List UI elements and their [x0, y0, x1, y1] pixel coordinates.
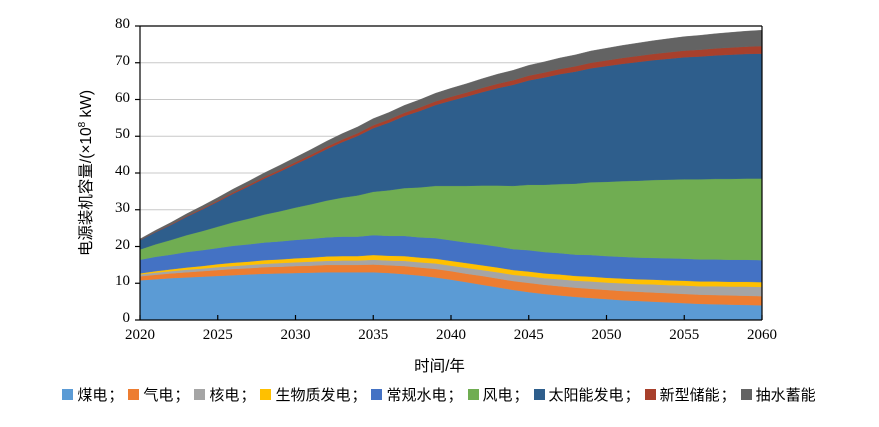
legend-item[interactable]: 生物质发电；: [260, 384, 371, 405]
y-axis-title-exponent: 8: [76, 121, 88, 128]
legend-swatch-icon: [644, 389, 656, 400]
legend-item[interactable]: 核电；: [194, 384, 260, 405]
legend-swatch-icon: [371, 389, 383, 400]
legend-label: 煤电: [77, 387, 108, 404]
legend-item[interactable]: 抽水蓄能: [740, 384, 817, 405]
x-axis-title: 时间/年: [414, 358, 465, 375]
legend-label: 常规水电: [386, 387, 447, 404]
y-tick-label: 60: [115, 89, 130, 106]
legend-swatch-icon: [260, 389, 272, 400]
y-tick-label: 80: [115, 16, 130, 32]
y-tick-label: 10: [115, 273, 130, 290]
legend-item[interactable]: 常规水电；: [371, 384, 467, 405]
y-tick-label: 30: [115, 199, 130, 216]
x-tick-label: 2050: [591, 327, 622, 343]
legend-separator: ；: [624, 387, 640, 404]
x-tick-label: 2060: [747, 327, 777, 343]
x-tick-label: 2035: [358, 327, 389, 343]
legend-label: 核电: [209, 387, 240, 404]
legend-separator: ；: [720, 387, 736, 404]
legend-label: 抽水蓄能: [755, 387, 816, 404]
legend-label: 气电: [143, 387, 174, 404]
legend-item[interactable]: 气电；: [128, 384, 194, 405]
legend-separator: ；: [513, 387, 529, 404]
legend-separator: ；: [174, 387, 190, 404]
y-tick-label: 70: [115, 52, 130, 69]
y-tick-label: 0: [122, 310, 131, 326]
y-tick-label: 50: [115, 126, 130, 143]
legend-swatch-icon: [533, 389, 545, 400]
legend-separator: ；: [240, 387, 256, 404]
x-tick-label: 2025: [202, 327, 233, 343]
legend-label: 风电: [482, 387, 513, 404]
x-tick-label: 2030: [280, 327, 311, 343]
legend-swatch-icon: [467, 389, 479, 400]
legend-label: 新型储能: [659, 387, 720, 404]
x-tick-label: 2055: [669, 327, 700, 343]
legend-item[interactable]: 风电；: [467, 384, 534, 405]
y-tick-label: 20: [115, 236, 130, 253]
legend-separator: ；: [108, 387, 124, 404]
legend-swatch-icon: [194, 389, 206, 400]
x-tick-label: 2040: [436, 327, 466, 343]
legend-item[interactable]: 煤电；: [62, 384, 128, 405]
legend-separator: ；: [351, 387, 367, 404]
legend-label: 生物质发电: [275, 387, 351, 404]
y-tick-label: 40: [115, 163, 130, 179]
legend-swatch-icon: [128, 389, 140, 400]
legend-label: 太阳能发电: [548, 387, 624, 404]
legend-swatch-icon: [740, 389, 752, 400]
legend-separator: ；: [447, 387, 463, 404]
chart-legend: 煤电；气电；核电；生物质发电；常规水电；风电；太阳能发电；新型储能；抽水蓄能: [0, 384, 879, 405]
legend-item[interactable]: 太阳能发电；: [533, 384, 645, 405]
x-tick-label: 2020: [125, 327, 155, 343]
x-tick-label: 2045: [513, 327, 544, 343]
legend-swatch-icon: [62, 389, 74, 400]
legend-item[interactable]: 新型储能；: [644, 384, 741, 405]
